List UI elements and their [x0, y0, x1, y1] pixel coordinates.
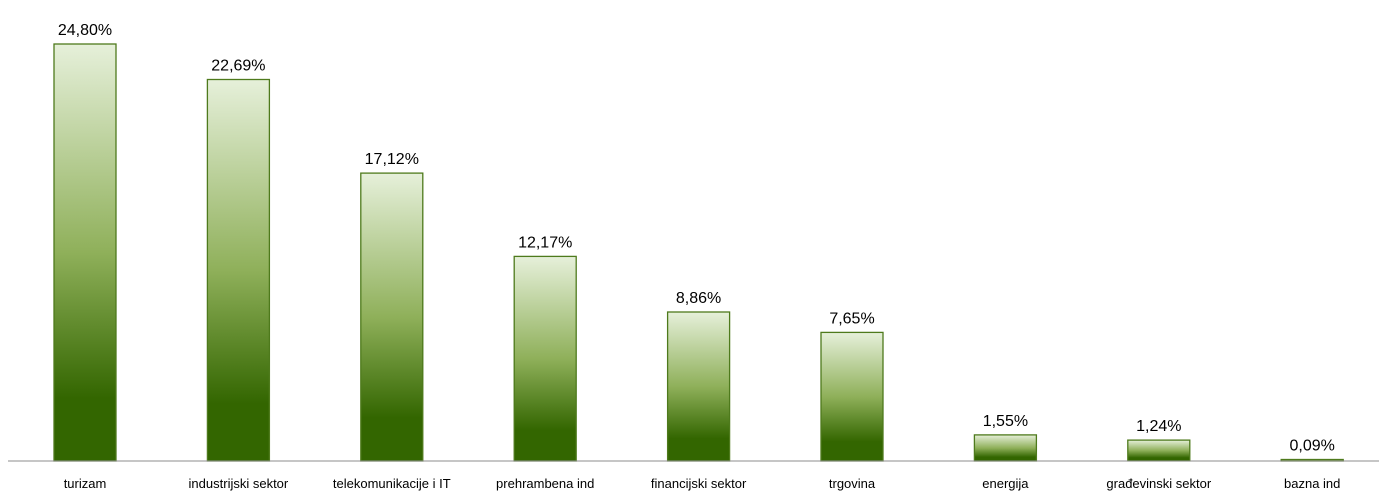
category-label: građevinski sektor — [1106, 476, 1211, 491]
bar — [360, 172, 424, 462]
category-label: energija — [982, 476, 1029, 491]
category-label: trgovina — [829, 476, 876, 491]
data-label: 17,12% — [365, 151, 419, 168]
labels-layer: 24,80% turizam 22,69% industrijski sektor 17… — [58, 22, 1341, 491]
category-label: telekomunikacije i IT — [333, 476, 451, 491]
data-label: 22,69% — [211, 58, 265, 75]
category-label: industrijski sektor — [189, 476, 289, 491]
category-label: bazna ind — [1284, 476, 1340, 491]
category-label: prehrambena ind — [496, 476, 594, 491]
bars-layer — [53, 43, 1344, 462]
bar — [820, 331, 884, 462]
bar — [513, 255, 577, 462]
data-label: 1,24% — [1136, 418, 1181, 435]
bar — [973, 434, 1038, 462]
bar — [53, 43, 117, 462]
data-label: 12,17% — [518, 234, 572, 251]
data-label: 7,65% — [829, 310, 874, 327]
data-label: 24,80% — [58, 22, 112, 39]
bar — [206, 78, 271, 462]
data-label: 8,86% — [676, 290, 721, 307]
bar — [1127, 439, 1191, 462]
category-label: financijski sektor — [651, 476, 747, 491]
data-label: 0,09% — [1290, 438, 1335, 455]
category-label: turizam — [64, 476, 107, 491]
data-label: 1,55% — [983, 413, 1028, 430]
bar — [666, 311, 731, 462]
